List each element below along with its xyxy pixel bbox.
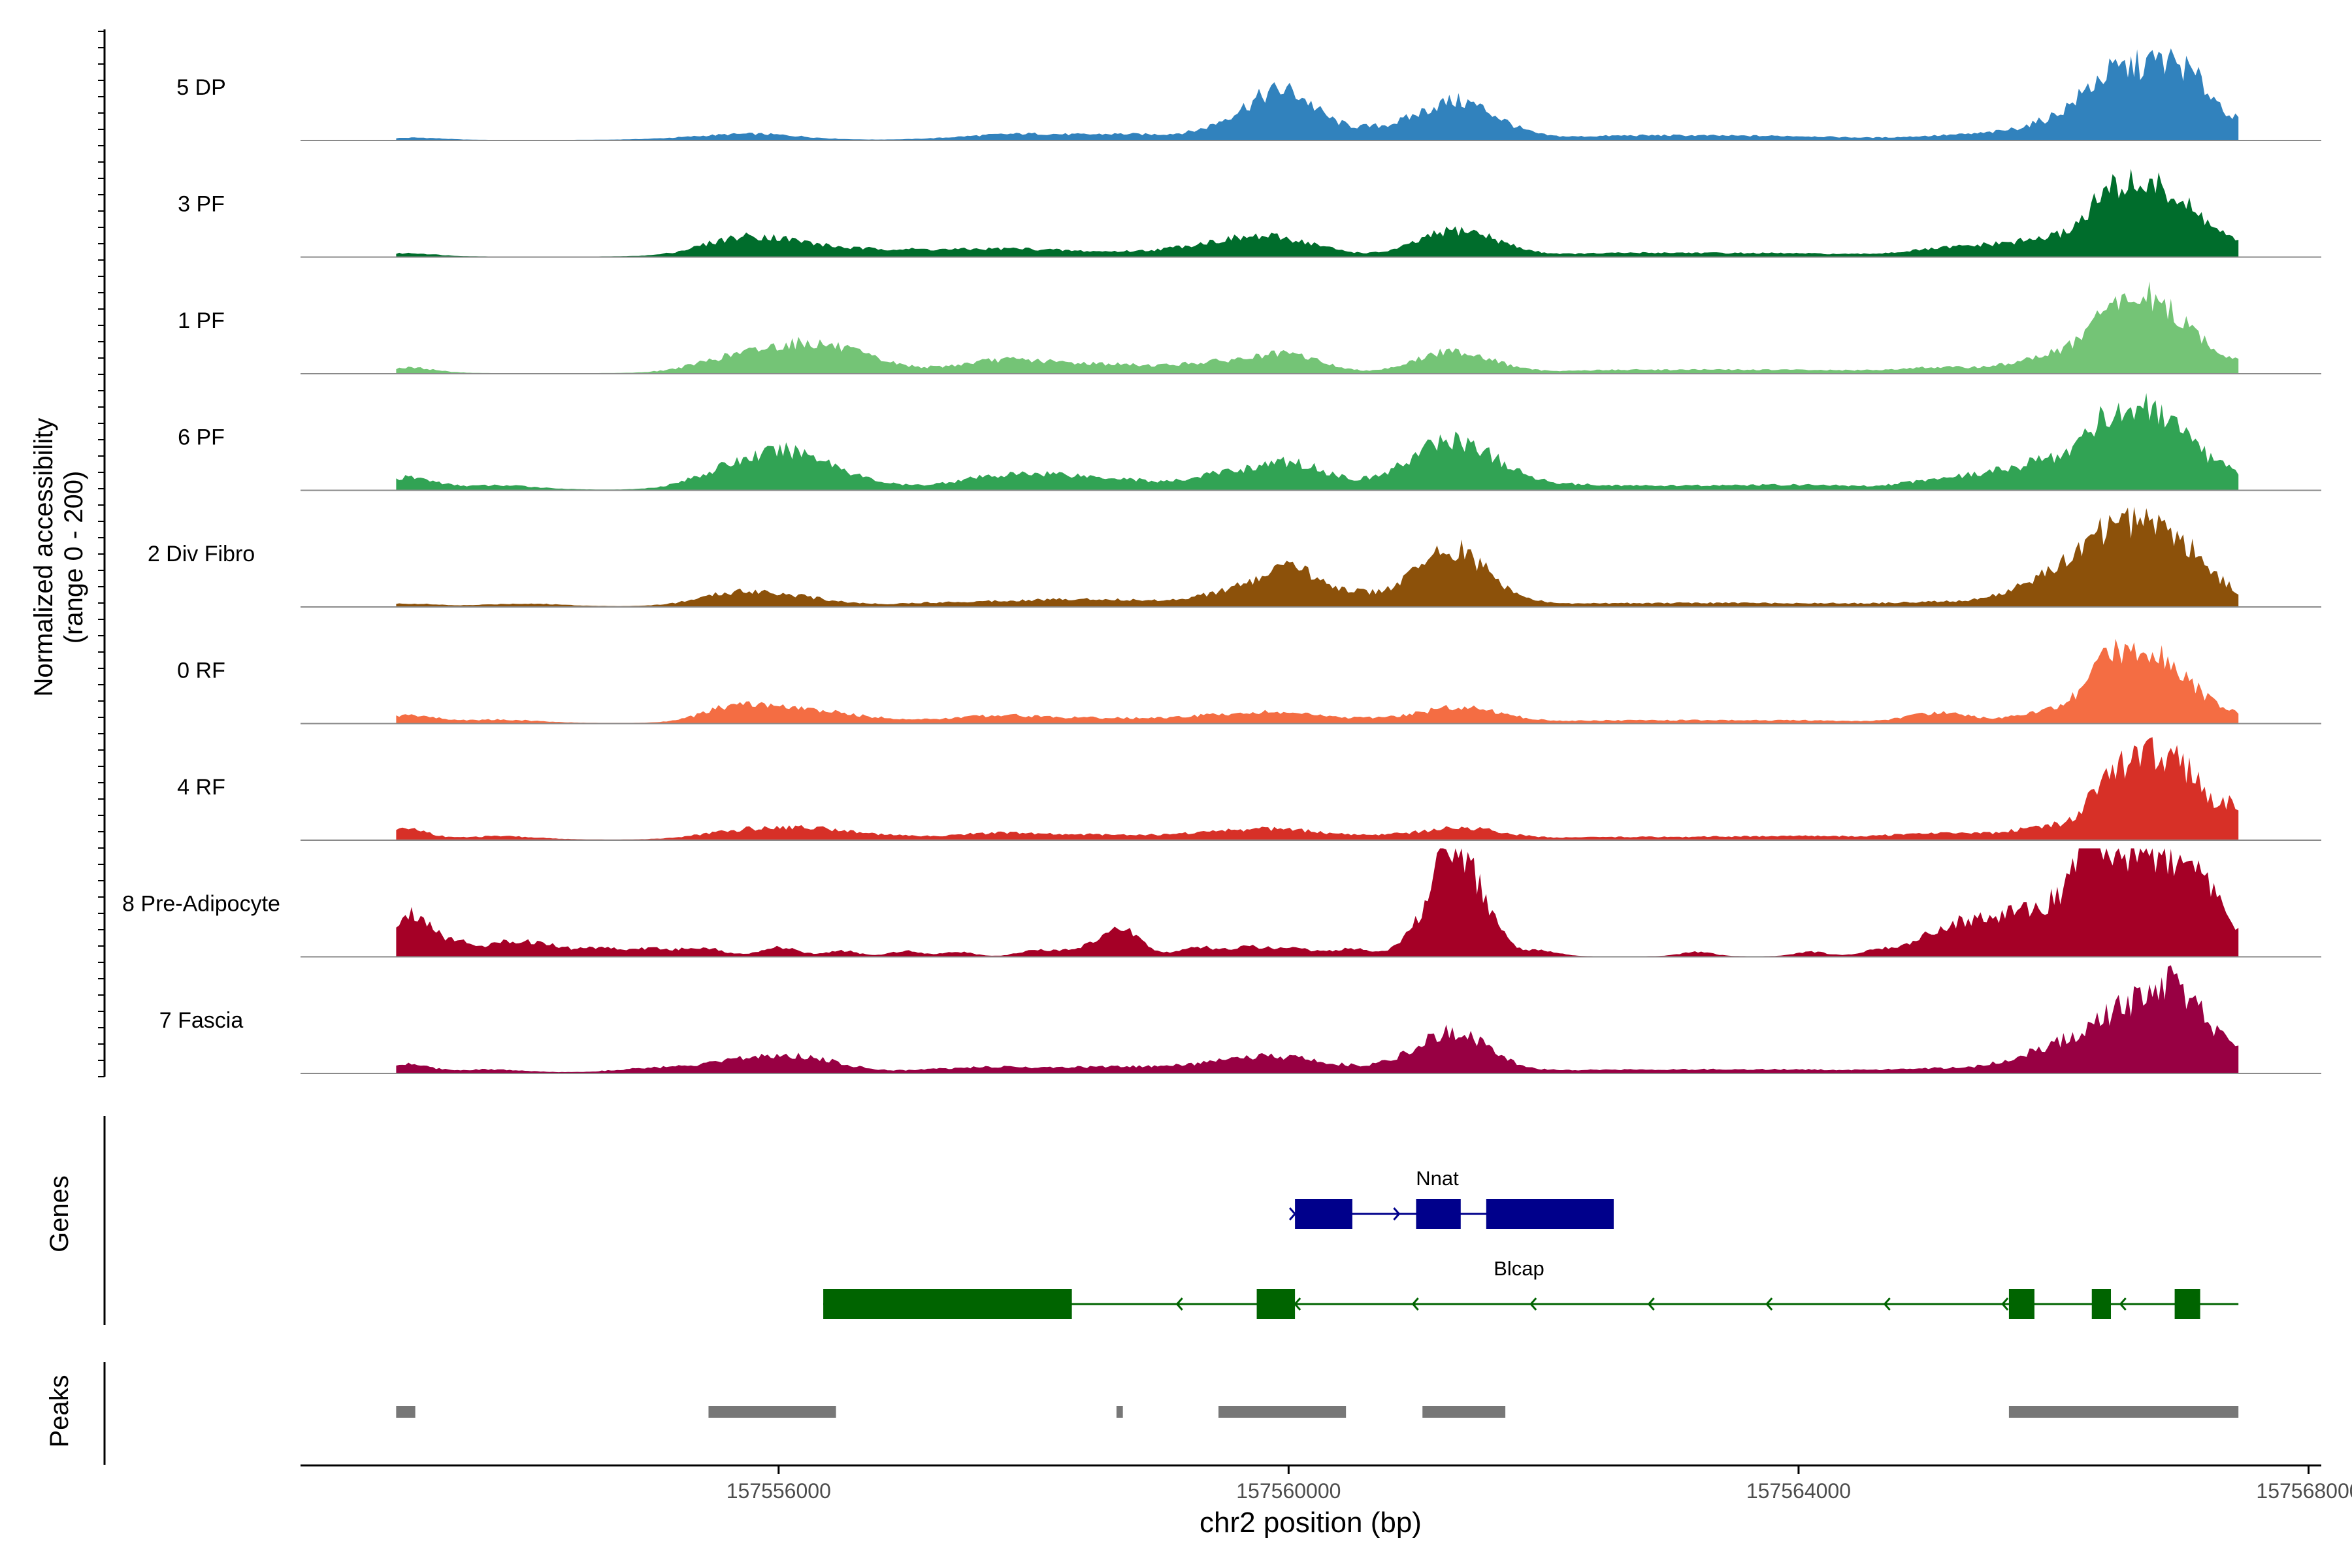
peak-interval [2008,1406,2239,1418]
coverage-area [396,169,2239,257]
y-axis-title-line1: Normalized accessibility [29,418,58,697]
gene-name-label: Nnat [1416,1167,1459,1190]
peak-interval [396,1406,416,1418]
track-label: 3 PF [178,192,225,217]
coverage-area [396,281,2239,374]
track-1: 3 PF [178,169,2321,258]
strand-arrow [1765,1298,1773,1311]
strand-arrow [1647,1298,1655,1311]
gene-name-label: Blcap [1494,1257,1544,1280]
strand-arrow [1294,1298,1301,1311]
gene-exon [2174,1289,2200,1319]
strand-arrow [1175,1298,1183,1311]
coverage-area [396,393,2239,491]
track-label: 4 RF [177,775,225,800]
gene-exon [823,1289,1072,1319]
track-6: 4 RF [177,737,2321,841]
genes-panel-label: Genes [45,1175,74,1252]
strand-arrow [1393,1207,1401,1220]
track-3: 6 PF [178,393,2321,491]
peak-interval [1116,1406,1123,1418]
track-label: 2 Div Fibro [148,542,255,566]
strand-arrow [2119,1298,2127,1311]
gene-0: Nnat [1288,1167,1614,1229]
track-label: 6 PF [178,425,225,450]
peak-interval [1422,1406,1506,1418]
track-label: 0 RF [177,659,225,683]
peak-interval [1218,1406,1347,1418]
x-tick-label: 157568000 [2256,1479,2352,1503]
x-tick-label: 157564000 [1746,1479,1851,1503]
strand-arrow [1411,1298,1419,1311]
strand-arrow [2001,1298,2009,1311]
coverage-area [396,48,2239,140]
strand-arrow [1288,1207,1297,1220]
track-2: 1 PF [178,281,2321,374]
y-axis-title-line2: (range 0 - 200) [59,471,88,644]
coverage-tracks: 5 DP 3 PF 1 PF 6 PF 2 Div Fibro 0 RF 4 RF 8 Pre… [122,48,2321,1074]
track-0: 5 DP [176,48,2321,141]
track-4: 2 Div Fibro [148,506,2321,608]
x-tick-label: 157560000 [1236,1479,1341,1503]
x-axis-title: chr2 position (bp) [1200,1507,1422,1539]
gene-1: Blcap [823,1257,2239,1319]
track-label: 8 Pre-Adipocyte [122,892,280,917]
gene-exon [1295,1199,1352,1229]
gene-exon [1486,1199,1614,1229]
coverage-area [396,506,2239,607]
coverage-area [396,848,2239,957]
strand-arrow [1883,1298,1891,1311]
gene-exon [2008,1289,2034,1319]
gene-exon [2091,1289,2112,1319]
coverage-area [396,965,2239,1073]
x-axis: 157556000 157560000 157564000 157568000 [301,1464,2352,1503]
left-axes [98,29,106,1465]
track-8: 7 Fascia [159,965,2321,1074]
track-label: 7 Fascia [159,1008,244,1033]
coverage-area [396,638,2239,724]
x-tick-label: 157556000 [727,1479,831,1503]
strand-arrow [1529,1298,1537,1311]
track-label: 5 DP [176,75,226,100]
track-7: 8 Pre-Adipocyte [122,848,2321,958]
peak-track [396,1406,2239,1418]
gene-exon [1416,1199,1461,1229]
track-label: 1 PF [178,308,225,333]
track-5: 0 RF [177,638,2321,725]
coverage-area [396,737,2239,840]
peak-interval [708,1406,836,1418]
gene-track: Nnat Blcap [823,1167,2239,1319]
gene-exon [1256,1289,1296,1319]
peaks-panel-label: Peaks [45,1375,74,1447]
